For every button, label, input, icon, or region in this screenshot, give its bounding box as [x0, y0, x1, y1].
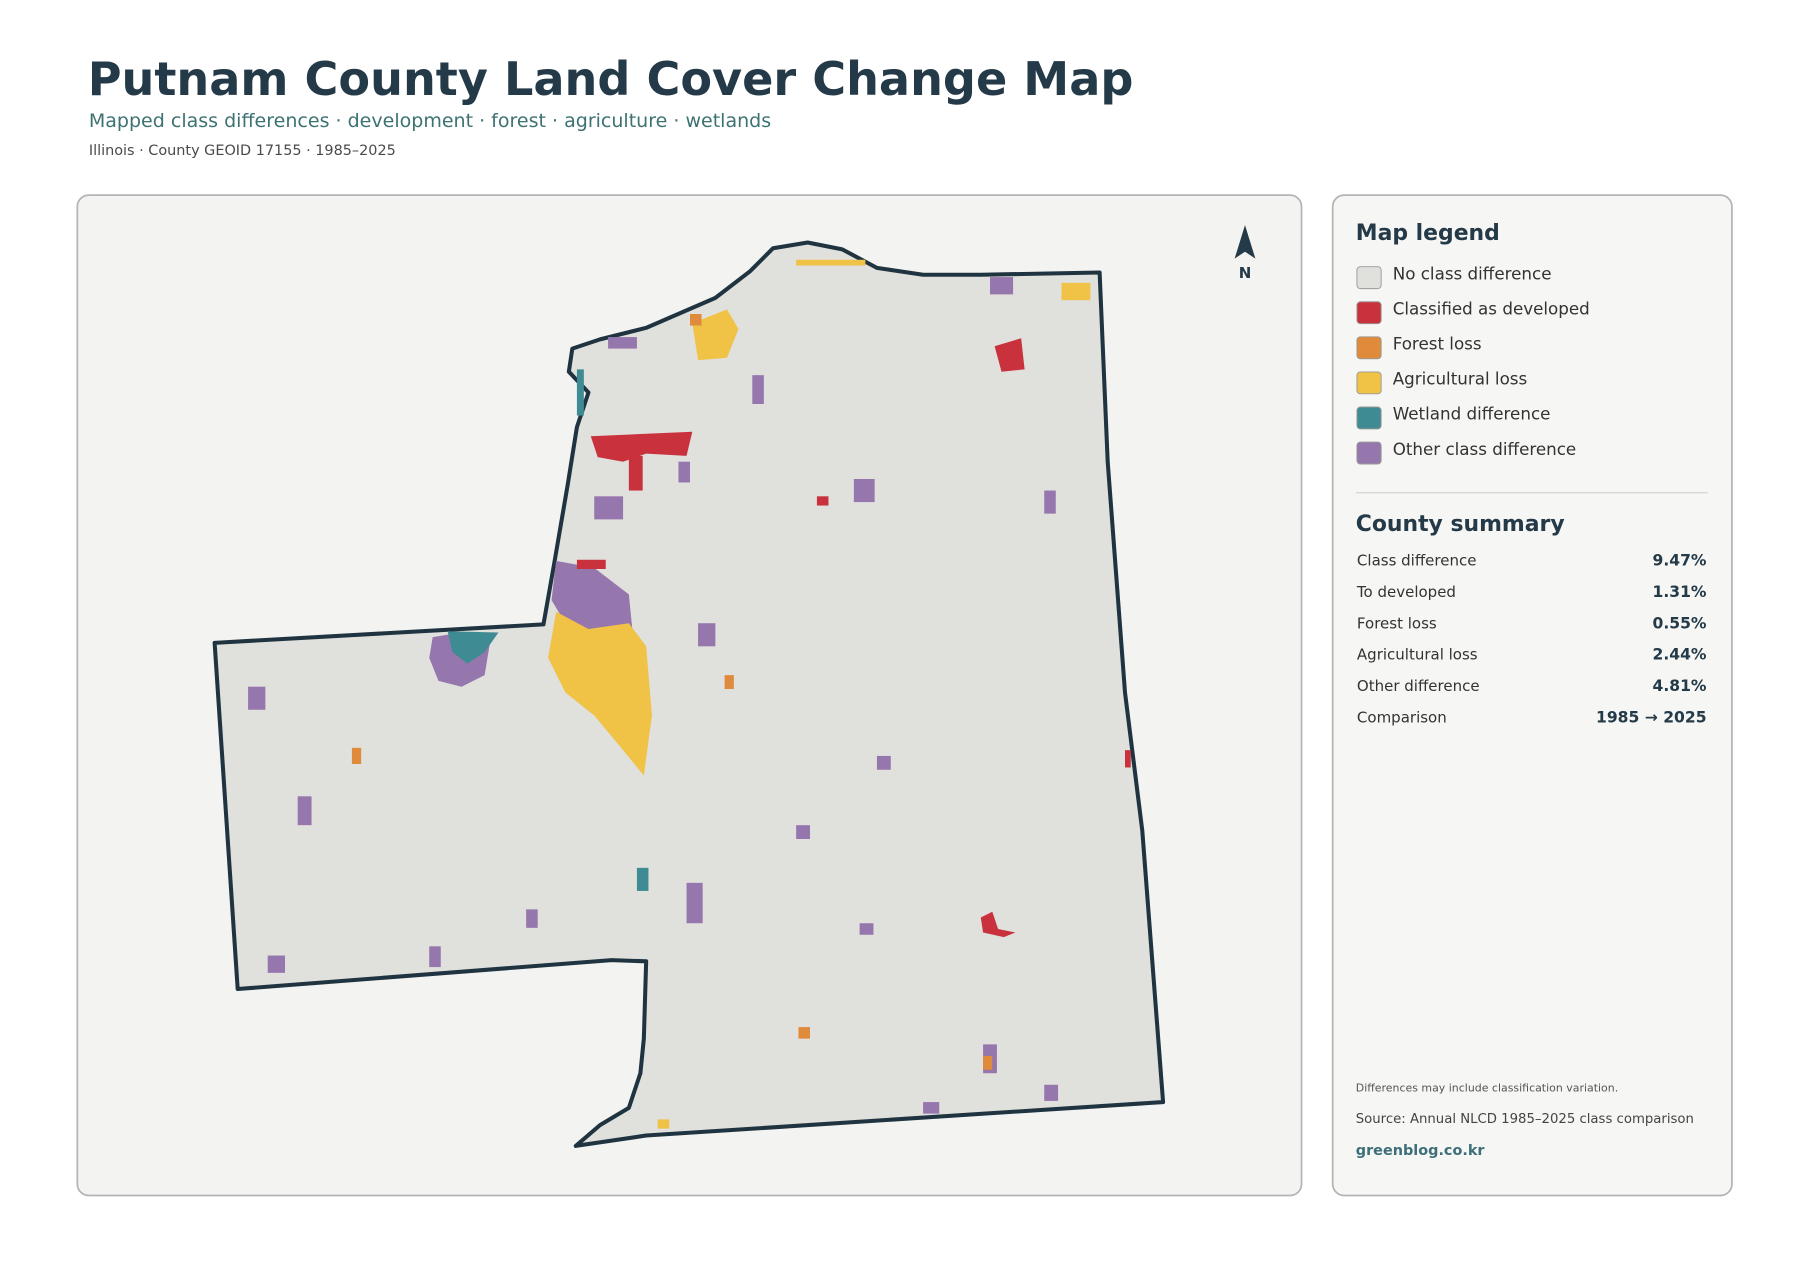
patch: [816, 496, 829, 506]
patch: [923, 1102, 940, 1114]
patch: [692, 309, 739, 361]
patch: [429, 946, 441, 968]
summary-label: Forest loss: [1357, 614, 1437, 632]
summary: Class difference 9.47% To developed 1.31% Fo…: [1356, 552, 1707, 727]
patch: [548, 611, 652, 776]
patch: [551, 560, 633, 635]
legend-label: Wetland difference: [1393, 404, 1551, 424]
patch: [686, 882, 703, 924]
source: Source: Annual NLCD 1985–2025 class comp…: [1356, 1112, 1694, 1127]
legend-label: Forest loss: [1393, 334, 1482, 354]
patch: [876, 755, 891, 770]
summary-value: 1.31%: [1653, 583, 1707, 601]
north-arrow: N: [1234, 225, 1256, 282]
legend-swatch: [1356, 406, 1382, 430]
patch: [859, 923, 874, 935]
legend-label: Agricultural loss: [1393, 369, 1528, 389]
legend-swatch: [1356, 336, 1382, 360]
patch: [796, 825, 810, 839]
summary-value: 0.55%: [1653, 614, 1707, 632]
patch: [608, 337, 637, 349]
patch: [752, 375, 764, 404]
patch: [267, 955, 285, 973]
legend-label: Other class difference: [1393, 439, 1577, 459]
summary-value: 1985 → 2025: [1596, 708, 1707, 726]
note: Differences may include classification v…: [1356, 1082, 1618, 1095]
patch: [990, 277, 1014, 295]
summary-label: To developed: [1356, 583, 1456, 601]
patch: [853, 479, 875, 503]
patch: [796, 259, 866, 266]
brand: greenblog.co.kr: [1356, 1143, 1486, 1159]
summary-label: Class difference: [1357, 552, 1477, 570]
legend: No class difference Classified as develop…: [1356, 263, 1590, 465]
side-panel: [1331, 194, 1733, 1197]
summary-label: Comparison: [1357, 708, 1447, 726]
patch: [690, 314, 702, 326]
summary-value: 4.81%: [1653, 677, 1707, 695]
patch: [657, 1119, 670, 1129]
north-label: N: [1239, 264, 1252, 282]
legend-swatch: [1356, 371, 1382, 395]
patch: [576, 369, 584, 416]
patch: [678, 461, 690, 483]
meta: Illinois · County GEOID 17155 · 1985–202…: [89, 143, 396, 159]
patch: [576, 559, 606, 569]
patch: [248, 686, 266, 710]
patch: [590, 431, 693, 462]
change-patches: [248, 259, 1131, 1129]
patch: [724, 675, 734, 689]
patch: [636, 867, 649, 891]
patch: [351, 747, 362, 764]
legend-swatch: [1356, 301, 1382, 325]
legend-swatch: [1356, 266, 1382, 290]
summary-title: County summary: [1356, 512, 1565, 537]
patch: [1061, 282, 1091, 301]
patch: [983, 1055, 993, 1070]
patch: [594, 496, 624, 520]
patch: [798, 1027, 810, 1039]
patch: [447, 631, 499, 664]
summary-value: 2.44%: [1653, 646, 1707, 664]
legend-label: No class difference: [1393, 263, 1552, 283]
summary-label: Agricultural loss: [1357, 646, 1478, 664]
patch: [1044, 1084, 1059, 1101]
title: Putnam County Land Cover Change Map: [88, 52, 1134, 106]
legend-title: Map legend: [1356, 221, 1500, 246]
legend-label: Classified as developed: [1393, 298, 1590, 318]
subtitle: Mapped class differences · development ·…: [89, 110, 771, 132]
patch: [698, 623, 716, 647]
county-map: [212, 240, 1166, 1148]
patch: [1125, 750, 1131, 768]
legend-swatch: [1356, 441, 1382, 465]
patch: [526, 909, 538, 928]
summary-value: 9.47%: [1653, 552, 1707, 570]
summary-label: Other difference: [1357, 677, 1480, 695]
patch: [994, 338, 1025, 372]
patch: [980, 911, 1016, 938]
patch: [297, 796, 312, 826]
patch: [628, 455, 643, 491]
patch: [1044, 490, 1056, 514]
